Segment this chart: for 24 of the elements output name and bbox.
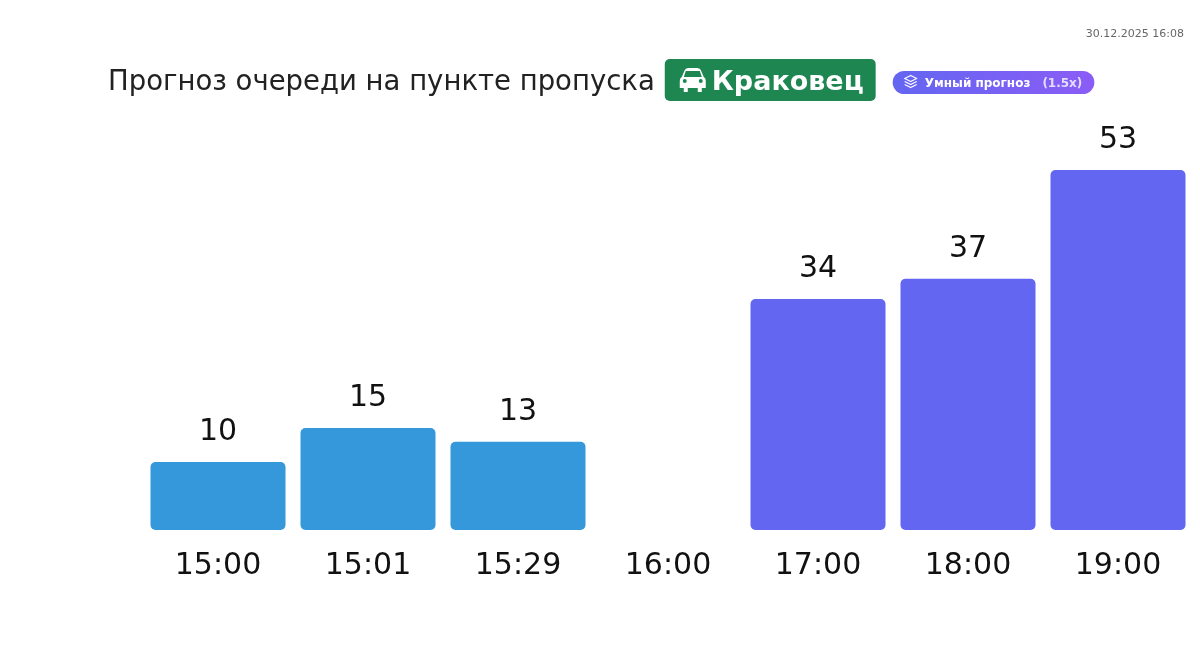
data-label: 53 [1098, 120, 1138, 155]
bar [1050, 170, 1186, 530]
x-tick-label: 19:00 [1074, 546, 1162, 582]
chart-subtitle: Краковец [711, 65, 864, 96]
chart-title: Прогноз очереди на пункте пропуска [108, 64, 655, 96]
x-tick-label: 15:01 [324, 546, 412, 582]
x-tick-label: 15:00 [174, 546, 262, 582]
x-tick-label: 18:00 [924, 546, 1012, 582]
data-label: 34 [798, 249, 838, 285]
bar [750, 299, 886, 530]
bar [900, 278, 1036, 530]
data-label: 13 [498, 391, 538, 427]
x-tick-label: 17:00 [774, 546, 862, 582]
data-label: 37 [948, 228, 988, 264]
text: 30.12.2025 16:08 [1085, 27, 1184, 40]
data-label: 15 [348, 378, 388, 414]
text: Умный прогноз [924, 75, 1031, 90]
text: (1.5x) [1042, 75, 1083, 90]
bar [150, 462, 286, 530]
data-label: 10 [198, 412, 238, 448]
x-tick-label: 15:29 [474, 546, 562, 582]
bar [450, 441, 586, 530]
bar [300, 428, 436, 530]
x-tick-label: 16:00 [624, 546, 712, 582]
